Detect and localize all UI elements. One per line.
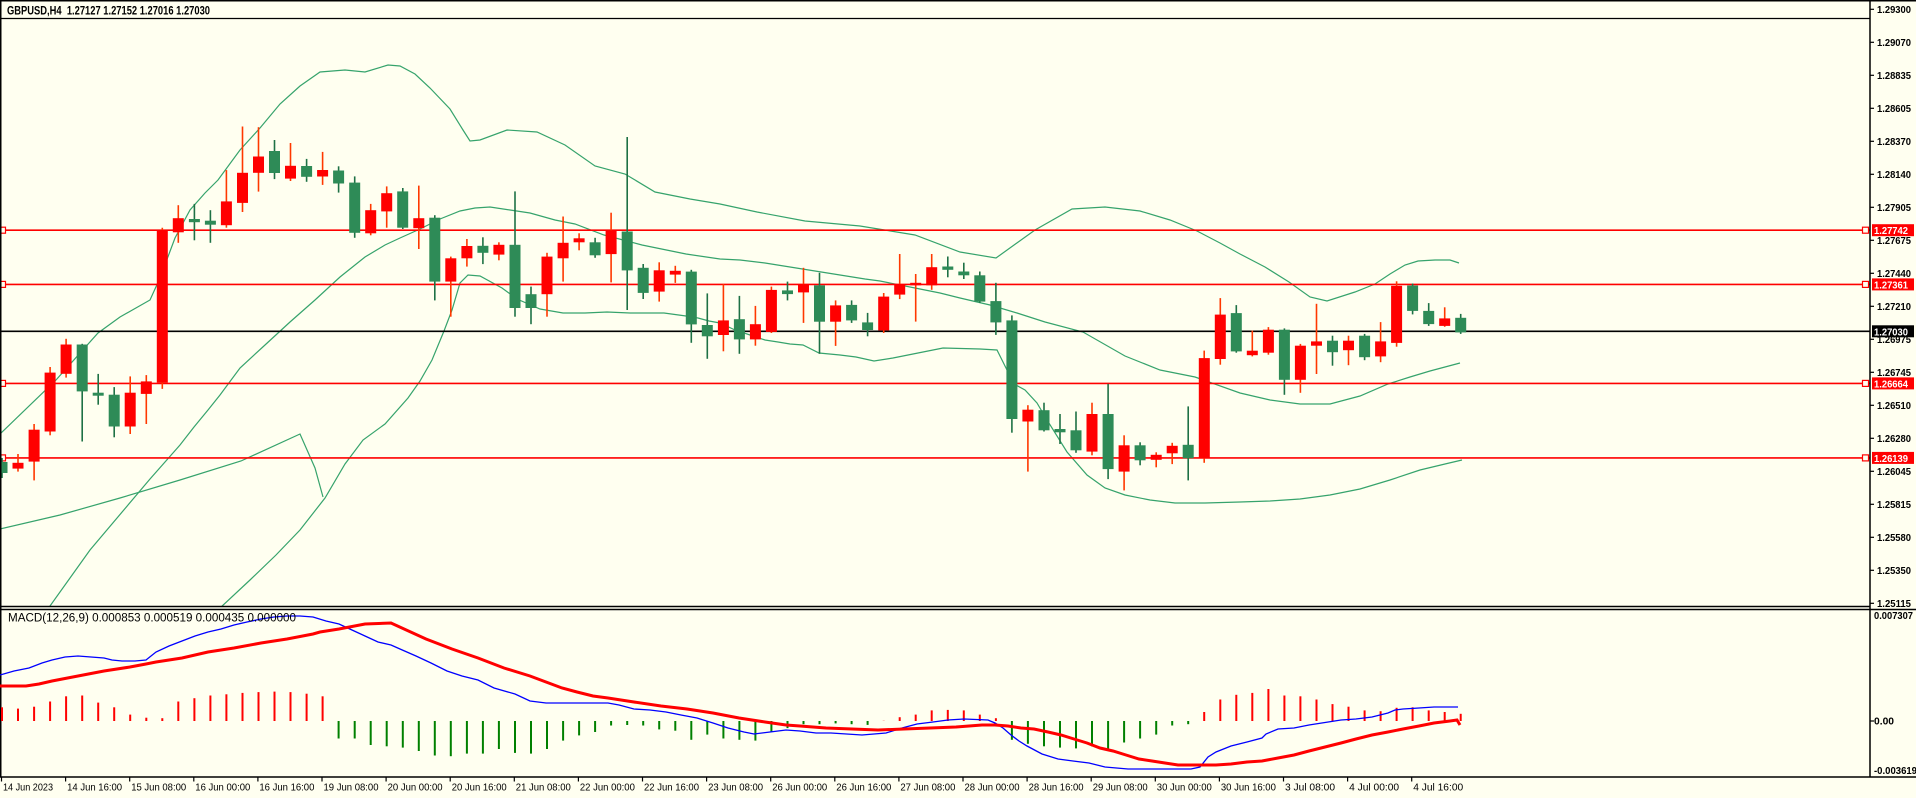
svg-text:19 Jun 08:00: 19 Jun 08:00 [324, 783, 379, 794]
svg-text:1.27675: 1.27675 [1877, 236, 1911, 247]
svg-text:1.26045: 1.26045 [1877, 467, 1911, 478]
svg-text:30 Jun 16:00: 30 Jun 16:00 [1221, 783, 1276, 794]
svg-text:1.25580: 1.25580 [1877, 533, 1911, 544]
svg-text:1.26664: 1.26664 [1874, 379, 1908, 390]
svg-text:1.26745: 1.26745 [1877, 368, 1911, 379]
svg-text:1.28370: 1.28370 [1877, 137, 1911, 148]
svg-text:3 Jul 08:00: 3 Jul 08:00 [1285, 783, 1335, 794]
svg-text:0.00: 0.00 [1874, 717, 1894, 728]
svg-text:22 Jun 00:00: 22 Jun 00:00 [580, 783, 635, 794]
svg-text:MACD(12,26,9) 0.000853 0.00051: MACD(12,26,9) 0.000853 0.000519 0.000435… [8, 613, 296, 625]
svg-text:30 Jun 00:00: 30 Jun 00:00 [1157, 783, 1212, 794]
svg-text:-0.003619: -0.003619 [1874, 766, 1916, 777]
svg-text:1.29070: 1.29070 [1877, 38, 1911, 49]
svg-text:1.26975: 1.26975 [1877, 335, 1911, 346]
svg-text:1.27361: 1.27361 [1874, 280, 1908, 291]
svg-text:23 Jun 08:00: 23 Jun 08:00 [708, 783, 763, 794]
svg-text:14 Jun 16:00: 14 Jun 16:00 [67, 783, 122, 794]
svg-text:1.26280: 1.26280 [1877, 434, 1911, 445]
svg-text:GBPUSD,H4 1.27127 1.27152 1.2: GBPUSD,H4 1.27127 1.27152 1.27016 1.2703… [7, 6, 210, 18]
svg-text:20 Jun 16:00: 20 Jun 16:00 [452, 783, 507, 794]
svg-text:16 Jun 00:00: 16 Jun 00:00 [195, 783, 250, 794]
svg-text:29 Jun 08:00: 29 Jun 08:00 [1093, 783, 1148, 794]
svg-text:1.25115: 1.25115 [1877, 599, 1911, 610]
svg-text:4 Jul 00:00: 4 Jul 00:00 [1349, 783, 1399, 794]
svg-text:1.25815: 1.25815 [1877, 500, 1911, 511]
svg-text:1.27030: 1.27030 [1874, 327, 1908, 338]
svg-text:16 Jun 16:00: 16 Jun 16:00 [259, 783, 314, 794]
svg-text:1.28605: 1.28605 [1877, 104, 1911, 115]
svg-text:21 Jun 08:00: 21 Jun 08:00 [516, 783, 571, 794]
svg-text:1.29300: 1.29300 [1877, 5, 1911, 16]
svg-text:1.27440: 1.27440 [1877, 269, 1911, 280]
svg-text:27 Jun 08:00: 27 Jun 08:00 [900, 783, 955, 794]
svg-text:1.27742: 1.27742 [1874, 226, 1908, 237]
svg-text:15 Jun 08:00: 15 Jun 08:00 [131, 783, 186, 794]
svg-text:1.27905: 1.27905 [1877, 203, 1911, 214]
svg-text:22 Jun 16:00: 22 Jun 16:00 [644, 783, 699, 794]
svg-text:4 Jul 16:00: 4 Jul 16:00 [1413, 783, 1463, 794]
svg-text:1.28835: 1.28835 [1877, 71, 1911, 82]
svg-text:1.26139: 1.26139 [1874, 454, 1908, 465]
svg-text:28 Jun 16:00: 28 Jun 16:00 [1029, 783, 1084, 794]
svg-text:1.28140: 1.28140 [1877, 170, 1911, 181]
svg-text:26 Jun 00:00: 26 Jun 00:00 [772, 783, 827, 794]
svg-text:14 Jun 2023: 14 Jun 2023 [3, 783, 53, 794]
svg-text:1.27210: 1.27210 [1877, 302, 1911, 313]
svg-text:0.007307: 0.007307 [1874, 611, 1913, 622]
svg-text:26 Jun 16:00: 26 Jun 16:00 [836, 783, 891, 794]
svg-text:28 Jun 00:00: 28 Jun 00:00 [965, 783, 1020, 794]
svg-text:1.25350: 1.25350 [1877, 566, 1911, 577]
svg-text:20 Jun 00:00: 20 Jun 00:00 [388, 783, 443, 794]
svg-text:1.26510: 1.26510 [1877, 401, 1911, 412]
